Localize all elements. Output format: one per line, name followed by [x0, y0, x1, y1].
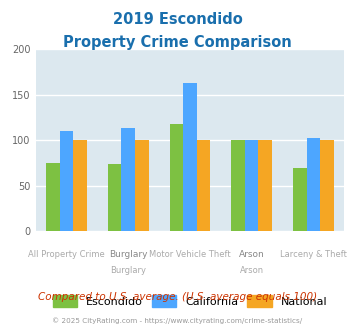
Text: 2019 Escondido: 2019 Escondido [113, 12, 242, 26]
Bar [60, 131, 73, 231]
Text: © 2025 CityRating.com - https://www.cityrating.com/crime-statistics/: © 2025 CityRating.com - https://www.city… [53, 317, 302, 324]
Text: Compared to U.S. average. (U.S. average equals 100): Compared to U.S. average. (U.S. average … [38, 292, 317, 302]
Text: All Property Crime: All Property Crime [28, 250, 105, 259]
Bar [46, 163, 60, 231]
Bar [197, 140, 210, 231]
Bar [231, 140, 245, 231]
Bar [293, 168, 307, 231]
Bar [245, 140, 258, 231]
Bar [320, 140, 334, 231]
Legend: Escondido, California, National: Escondido, California, National [48, 291, 332, 311]
Text: Burglary: Burglary [110, 266, 146, 275]
Text: Larceny & Theft: Larceny & Theft [280, 250, 347, 259]
Bar [121, 128, 135, 231]
Bar [73, 140, 87, 231]
Bar [183, 83, 197, 231]
Bar [307, 138, 320, 231]
Text: Arson: Arson [239, 250, 264, 259]
Text: Arson: Arson [240, 266, 264, 275]
Text: Burglary: Burglary [109, 250, 147, 259]
Bar [258, 140, 272, 231]
Bar [135, 140, 148, 231]
Text: Property Crime Comparison: Property Crime Comparison [63, 35, 292, 50]
Bar [170, 124, 183, 231]
Bar [108, 164, 121, 231]
Text: Motor Vehicle Theft: Motor Vehicle Theft [149, 250, 231, 259]
